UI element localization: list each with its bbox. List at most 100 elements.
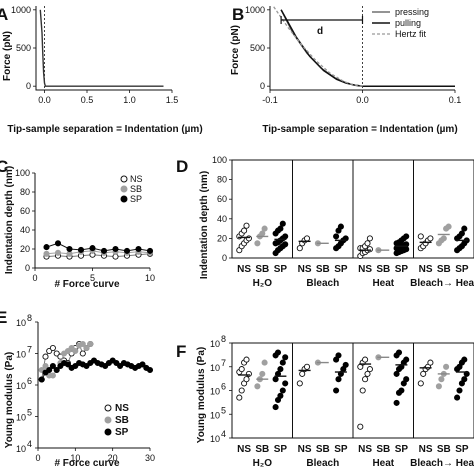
panel-f-ns-point	[364, 370, 371, 377]
panel-d-letter: D	[176, 157, 188, 176]
panel-f-ns-point	[296, 380, 303, 387]
panel-f-sp-point	[272, 404, 279, 411]
panel-f-ns-point	[420, 370, 427, 377]
legend-sb-label: SB	[130, 184, 142, 194]
panel-f-category-label: NS	[298, 444, 312, 455]
panel-c-x-tick-label: 5	[90, 273, 95, 283]
panel-b-x-tick-label: -0.1	[262, 95, 278, 105]
panel-c-legend: NS SB SP	[120, 174, 143, 204]
panel-f-sp-point	[395, 349, 403, 356]
panel-b-y-tick-label: 1000	[245, 5, 265, 15]
panel-f-sp-point	[277, 392, 284, 399]
panel-a-force-curve	[39, 9, 164, 87]
panel-f-sp-point	[279, 359, 286, 366]
panel-d-plot	[231, 159, 474, 260]
panel-d-sp-point	[279, 220, 286, 227]
panel-c-axes	[34, 173, 150, 269]
panel-d-sp-point	[461, 225, 468, 232]
panel-f-y-tick-label: 10	[210, 363, 220, 373]
panel-a-x-tick-label: 1.0	[123, 95, 136, 105]
panel-f-category-label: SB	[316, 444, 330, 455]
panel-d-category-label: SB	[376, 264, 390, 275]
panel-f-plot	[231, 342, 474, 439]
panel-f-sb-point	[259, 370, 266, 377]
panel-e-sp-point	[64, 361, 71, 368]
panel-d-sp-point	[282, 233, 289, 240]
panel-b-annotation-d: d	[317, 26, 323, 37]
panel-c-x-tick-label: 0	[32, 273, 37, 283]
panel-e-y-tick-label: 10	[16, 350, 26, 360]
panel-c-sb-line	[46, 250, 151, 255]
panel-c-x-label: # Force curve	[54, 279, 119, 290]
panel-f-sp-point	[279, 387, 286, 394]
panel-c-sp-point	[89, 245, 96, 252]
panel-d-y-tick-label: 100	[212, 155, 227, 165]
panel-b: B 0 500 1000 -0.1 0.0 0.1 Force (pN) Tip-sam…	[230, 5, 461, 135]
panel-e-y-tick-label: 10	[16, 381, 26, 391]
panel-a-y-tick-label: 0	[26, 81, 31, 91]
panel-f-group-label: Bleach	[306, 458, 339, 469]
legend-e-sb-marker	[104, 416, 112, 424]
panel-f-sb-point	[261, 359, 268, 366]
panel-b-y-label: Force (pN)	[230, 25, 241, 75]
panel-e-sp-point	[139, 361, 146, 368]
panel-d-category-label: SB	[255, 264, 269, 275]
panel-d-ns-point	[366, 246, 373, 253]
panel-c-sp-line	[46, 242, 151, 252]
panel-d-group-label: Heat	[372, 278, 394, 289]
panel-d-ns-point	[243, 222, 250, 229]
panel-d-category-label: NS	[358, 264, 372, 275]
panel-f-sp-point	[277, 366, 284, 373]
panel-f-sb-point	[435, 383, 442, 390]
panel-e-x-tick-label: 10	[70, 453, 80, 463]
panel-c-sp-point	[43, 244, 50, 251]
panel-a-y-tick-label: 1000	[11, 5, 31, 15]
panel-d-sp-point	[458, 230, 465, 237]
panel-f-ns-point	[417, 380, 424, 387]
panel-f-sb-point	[254, 383, 261, 390]
legend-ns-marker	[120, 175, 128, 183]
panel-d-group-label: Bleach	[306, 278, 339, 289]
panel-f-sb-point	[443, 363, 450, 370]
panel-c-sp-point	[100, 247, 108, 254]
panel-a-y-ticks: 0 500 1000	[11, 5, 36, 91]
panel-f-group-label: Bleach→ Heat	[410, 458, 474, 469]
panel-b-y-tick-label: 500	[250, 43, 265, 53]
panel-e-y-tick-exponent: 6	[27, 376, 32, 386]
panel-f-category-label: SP	[274, 444, 288, 455]
panel-f-category-label: SB	[255, 444, 269, 455]
panel-d-sp-point	[337, 223, 344, 230]
panel-d-ns-point	[417, 233, 424, 240]
panel-d-category-label: NS	[419, 264, 433, 275]
panel-a-x-label: Tip-sample separation = Indentation (µm)	[7, 124, 202, 135]
panel-d-ns-point	[296, 245, 303, 252]
legend-sb-marker	[120, 185, 128, 193]
panel-b-x-label: Tip-sample separation = Indentation (µm)	[262, 124, 457, 135]
panel-d-category-label: SP	[395, 264, 409, 275]
panel-b-x-tick-label: 0.1	[449, 95, 462, 105]
panel-b-hertz-fit-curve	[273, 6, 363, 87]
panel-d-ns-point	[303, 235, 311, 242]
legend-e-sp-marker	[104, 428, 112, 436]
panel-d-category-label: SP	[334, 264, 348, 275]
panel-c-sp-point	[135, 245, 142, 253]
legend-e-ns-marker	[104, 404, 112, 412]
panel-f-y-tick-exponent: 5	[221, 405, 226, 415]
panel-f-category-label: NS	[358, 444, 372, 455]
panel-e-sp-point	[38, 376, 45, 383]
panel-f-ns-point	[362, 356, 369, 363]
panel-c-sp-point	[112, 245, 119, 253]
panel-e-axes	[37, 322, 150, 449]
panel-e-y-tick-label: 10	[16, 318, 26, 328]
panel-f-sp-point	[335, 376, 342, 383]
panel-f-ns-point	[362, 376, 369, 383]
panel-c: C 0 20 40 60 80 100 0 5 10 Indentation depth (n…	[0, 157, 155, 290]
panel-f-category-label: NS	[237, 444, 251, 455]
panel-d-sp-point	[403, 233, 410, 240]
panel-a-y-label: Force (pN)	[2, 31, 13, 81]
